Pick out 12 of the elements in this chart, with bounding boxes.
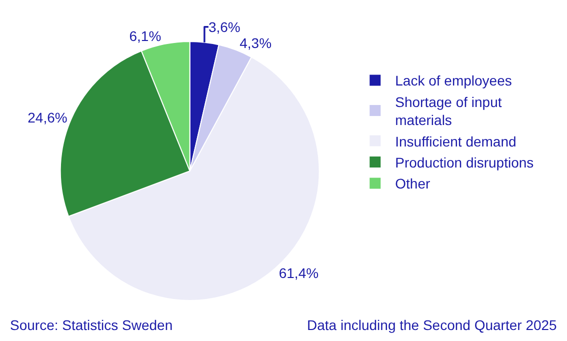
- legend-label: Shortage of input materials: [395, 94, 502, 128]
- legend-label: Insufficient demand: [395, 133, 516, 150]
- source-note: Source: Statistics Sweden: [10, 317, 173, 333]
- legend-label: Lack of employees: [395, 72, 512, 89]
- data-label: 4,3%: [240, 34, 272, 51]
- data-label: 3,6%: [208, 18, 240, 35]
- data-label: 6,1%: [129, 28, 162, 44]
- data-label: 61,4%: [278, 265, 319, 282]
- data-label: 24,6%: [28, 110, 68, 126]
- legend-label: Other: [395, 176, 430, 192]
- text: Data including the Second Quarter 2025: [307, 317, 558, 333]
- legend-label: Production disruptions: [395, 154, 534, 170]
